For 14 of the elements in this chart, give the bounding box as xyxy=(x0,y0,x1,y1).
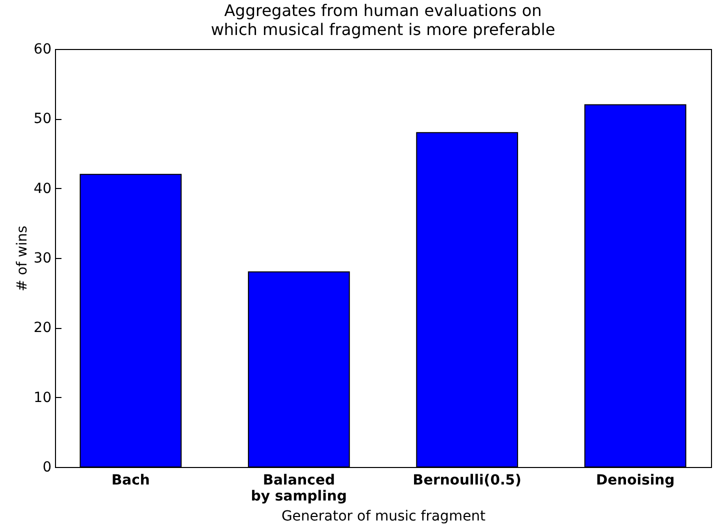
x-axis-title: Generator of music fragment xyxy=(281,508,486,524)
y-tick-label: 60 xyxy=(34,42,52,58)
x-tick-label: Bach xyxy=(111,472,150,488)
y-tick-label: 10 xyxy=(34,390,52,406)
y-tick-label: 50 xyxy=(34,111,52,128)
x-tick-label: Balanced by sampling xyxy=(250,472,347,504)
y-axis-title: # of wins xyxy=(14,226,31,292)
y-tick-label: 0 xyxy=(42,460,52,476)
x-tick-label: Denoising xyxy=(596,472,675,488)
x-tick-label: Bernoulli(0.5) xyxy=(412,472,522,488)
y-tick-label: 30 xyxy=(34,250,52,266)
y-tick-label: 40 xyxy=(34,180,52,197)
y-tick-label: 20 xyxy=(34,320,52,336)
chart-title: Aggregates from human evaluations on which musical fragment is more preferable xyxy=(210,1,556,39)
